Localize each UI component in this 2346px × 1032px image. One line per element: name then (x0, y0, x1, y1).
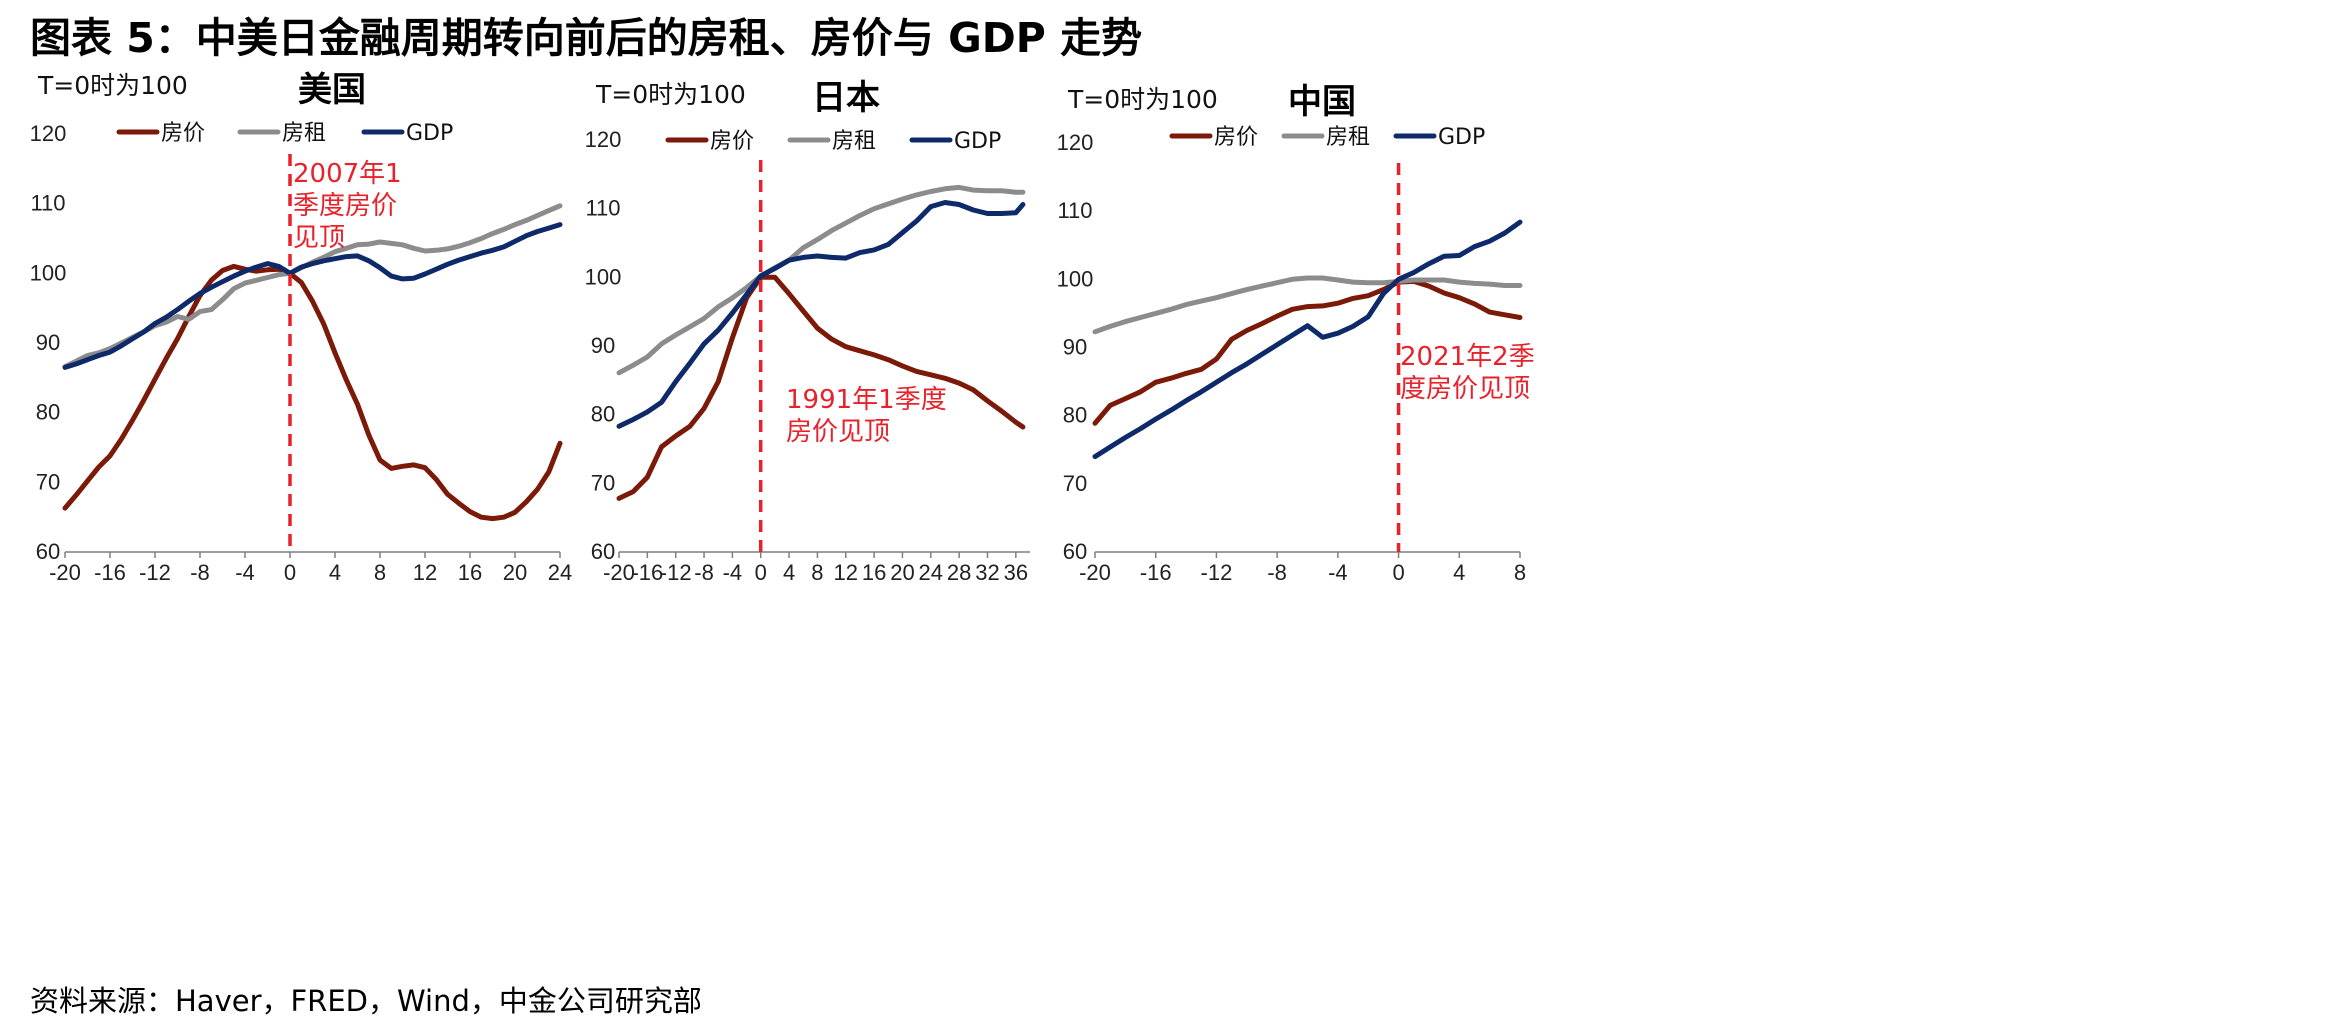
legend-label-price: 房价 (710, 129, 754, 154)
figure-title: 图表 5：中美日金融周期转向前后的房租、房价与 GDP 走势 (30, 14, 1143, 62)
peak-annotation: 度房价见顶 (1400, 374, 1530, 404)
x-tick-label: -4 (723, 560, 743, 585)
x-tick-label: -16 (94, 560, 126, 585)
x-tick-label: -4 (235, 560, 255, 585)
series-line-price (62, 263, 563, 522)
y-tick-label: 60 (591, 539, 615, 564)
y-tick-label: 110 (30, 191, 65, 216)
legend-label-rent: 房租 (282, 121, 326, 146)
y-tick-label: 90 (1063, 335, 1087, 360)
legend-label-price: 房价 (161, 121, 205, 146)
x-tick-label: 24 (548, 560, 572, 585)
y-tick-label: 100 (1057, 266, 1094, 291)
y-tick-label: 90 (36, 330, 60, 355)
y-tick-label: 70 (1063, 471, 1087, 496)
series-line-price (616, 274, 1026, 501)
x-tick-label: 8 (811, 560, 823, 585)
panel-title: 美国 (298, 70, 366, 110)
x-tick-label: -8 (694, 560, 714, 585)
x-tick-label: -20 (49, 560, 81, 585)
x-tick-label: 20 (503, 560, 527, 585)
peak-annotation: 季度房价 (293, 191, 397, 221)
y-tick-label: 100 (585, 264, 622, 289)
x-tick-label: 16 (458, 560, 482, 585)
series-line-gdp (1092, 219, 1523, 460)
y-tick-label: 100 (30, 260, 67, 285)
x-tick-label: -16 (1140, 560, 1172, 585)
x-tick-label: 0 (284, 560, 296, 585)
x-tick-label: 4 (329, 560, 341, 585)
y-tick-label: 120 (30, 121, 67, 146)
legend-label-rent: 房租 (1326, 125, 1370, 150)
y-tick-label: 80 (1063, 403, 1087, 428)
legend-label-gdp: GDP (954, 129, 1001, 154)
peak-annotation: 2021年2季 (1400, 342, 1535, 372)
x-tick-label: -20 (603, 560, 635, 585)
x-tick-label: 32 (975, 560, 999, 585)
x-tick-label: 8 (374, 560, 386, 585)
peak-annotation: 2007年1 (293, 159, 402, 189)
x-tick-label: 4 (1453, 560, 1465, 585)
x-tick-label: 8 (1514, 560, 1526, 585)
y-tick-label: 70 (591, 470, 615, 495)
series-line-rent (616, 184, 1026, 376)
unit-label: T=0时为100 (1067, 85, 1218, 114)
x-tick-label: 12 (413, 560, 437, 585)
y-tick-label: 80 (36, 400, 60, 425)
x-tick-label: -20 (1079, 560, 1111, 585)
x-tick-label: 20 (890, 560, 914, 585)
y-tick-label: 120 (1057, 130, 1094, 155)
y-tick-label: 60 (1063, 539, 1087, 564)
legend-label-gdp: GDP (1438, 125, 1485, 150)
legend-label-gdp: GDP (406, 121, 453, 146)
peak-annotation: 见顶 (293, 223, 345, 253)
x-tick-label: 0 (755, 560, 767, 585)
y-tick-label: 120 (585, 127, 622, 152)
series-line-gdp (62, 222, 563, 370)
x-tick-label: 0 (1392, 560, 1404, 585)
x-tick-label: 36 (1004, 560, 1028, 585)
unit-label: T=0时为100 (595, 80, 746, 109)
y-tick-label: 80 (591, 402, 615, 427)
y-tick-label: 90 (591, 333, 615, 358)
x-tick-label: -12 (139, 560, 171, 585)
x-tick-label: -16 (631, 560, 663, 585)
series-line-gdp (616, 200, 1026, 429)
x-tick-label: -8 (1267, 560, 1287, 585)
x-tick-label: 4 (783, 560, 795, 585)
x-tick-label: -12 (660, 560, 692, 585)
x-tick-label: 12 (834, 560, 858, 585)
legend-label-rent: 房租 (832, 129, 876, 154)
x-tick-label: -8 (190, 560, 210, 585)
panel-title: 中国 (1288, 82, 1356, 122)
y-tick-label: 110 (585, 196, 620, 221)
peak-annotation: 房价见顶 (786, 417, 890, 447)
y-tick-label: 60 (36, 539, 60, 564)
x-tick-label: -12 (1201, 560, 1233, 585)
source-note: 资料来源：Haver，FRED，Wind，中金公司研究部 (30, 984, 702, 1018)
peak-annotation: 1991年1季度 (786, 385, 947, 415)
x-tick-label: 24 (919, 560, 943, 585)
x-tick-label: 28 (947, 560, 971, 585)
series-line-rent (1092, 275, 1523, 335)
y-tick-label: 110 (1057, 198, 1092, 223)
unit-label: T=0时为100 (37, 71, 188, 100)
series-line-price (1092, 278, 1523, 426)
x-tick-label: -4 (1328, 560, 1348, 585)
y-tick-label: 70 (36, 469, 60, 494)
panel-title: 日本 (812, 78, 880, 118)
legend-label-price: 房价 (1214, 125, 1258, 150)
x-tick-label: 16 (862, 560, 886, 585)
